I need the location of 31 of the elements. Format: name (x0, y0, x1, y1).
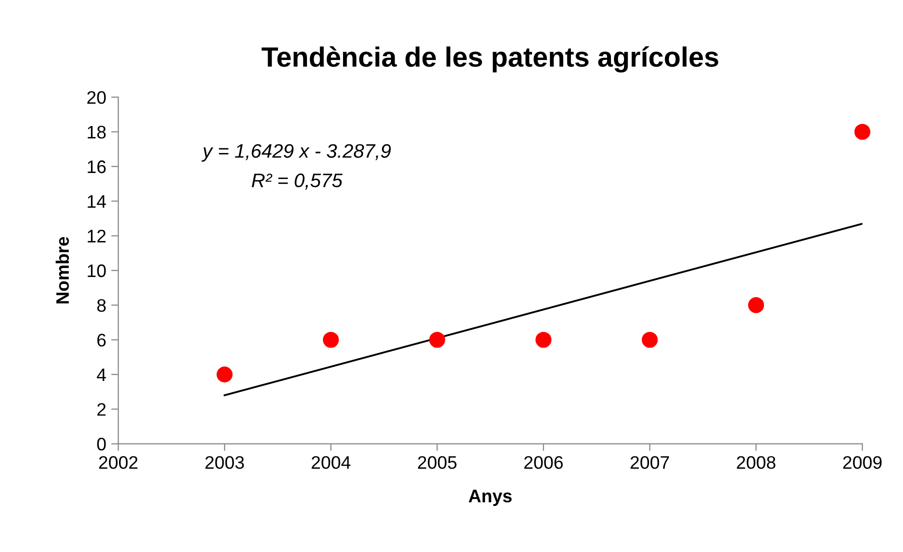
x-tick-label: 2003 (205, 456, 244, 469)
x-tick-label: 2005 (418, 456, 457, 469)
point (748, 297, 764, 314)
point (536, 332, 552, 348)
point (216, 366, 233, 382)
x-axis-title: Anys (468, 490, 512, 506)
annotation: R² = 0,575 (252, 174, 343, 190)
annotation: y = 1,6429 x - 3.287,9 (201, 144, 391, 162)
point (854, 124, 870, 140)
y-tick-label: 8 (97, 299, 106, 312)
point (429, 332, 446, 348)
y-tick-label: 18 (88, 126, 106, 139)
y-tick-label: 16 (88, 160, 106, 174)
y-tick-label: 20 (87, 91, 106, 104)
y-tick-label: 0 (97, 438, 106, 451)
x-tick-label: 2006 (524, 456, 563, 469)
x-tick-label: 2008 (736, 456, 776, 469)
y-tick-label: 14 (88, 195, 106, 208)
chart-title: Tendència de les patents agrícoles (262, 46, 718, 72)
y-tick-label: 4 (96, 368, 106, 382)
x-tick-label: 2002 (99, 456, 138, 469)
y-tick-label: 10 (88, 264, 106, 278)
x-tick-label: 2009 (843, 456, 882, 469)
y-tick-label: 12 (88, 230, 106, 242)
point (642, 332, 658, 348)
x-tick-label: 2007 (630, 456, 669, 469)
y-axis-title: Nombre (56, 236, 69, 304)
point (322, 332, 339, 348)
x-tick-label: 2004 (312, 456, 350, 469)
y-tick-label: 2 (97, 403, 106, 416)
y-tick-label: 6 (97, 334, 106, 347)
